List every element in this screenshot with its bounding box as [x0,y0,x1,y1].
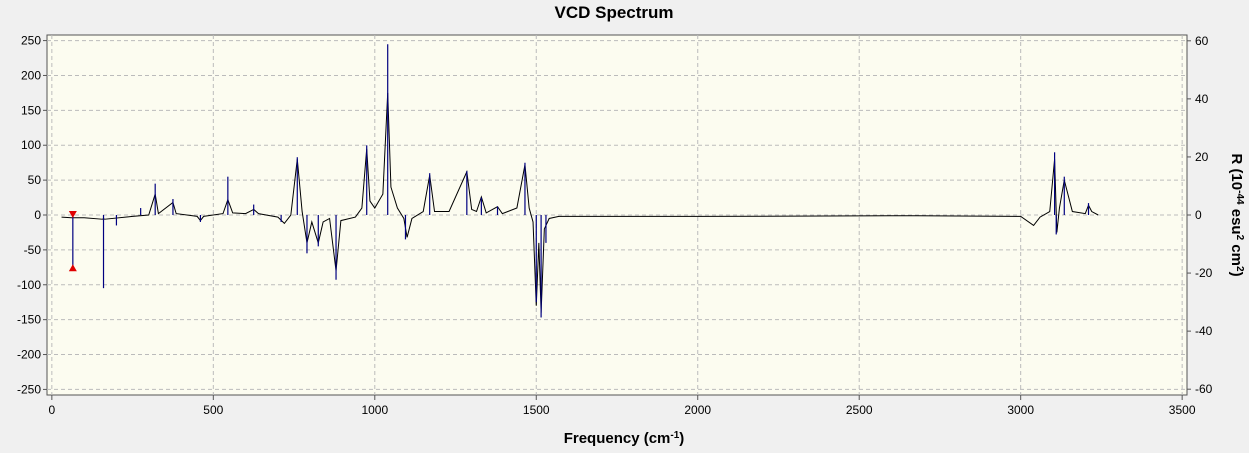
x-tick-label: 3500 [1169,403,1196,417]
y-tick-label: -100 [17,278,41,292]
y2-tick-label: -40 [1195,324,1213,338]
y2-tick-label: 20 [1195,150,1209,164]
label-part: 2 [1235,235,1246,241]
label-part: R (10 [1228,153,1245,190]
x-axis-label: Frequency (cm-1) [564,430,685,448]
x-tick-label: 2000 [684,403,711,417]
y2-tick-label: -60 [1195,382,1213,396]
chart-title: VCD Spectrum [554,3,673,22]
y2-axis-label: R (10-44 esu2 cm2) [1228,153,1246,276]
x-tick-label: 1000 [361,403,388,417]
label-part: -1 [670,430,679,441]
x-tick-label: 0 [49,403,56,417]
y-tick-label: -150 [17,313,41,327]
x-tick-label: 1500 [523,403,550,417]
y2-tick-label: 0 [1195,208,1202,222]
label-part: 2 [1235,266,1246,272]
highlight-marker [68,211,77,218]
spectrum-line [61,92,1099,313]
x-tick-label: 2500 [846,403,873,417]
label-part: -44 [1235,190,1246,205]
label-part: esu [1228,205,1245,235]
label-part: ) [1228,272,1245,277]
series-group [61,44,1099,318]
x-tick-label: 500 [203,403,223,417]
x-tick-label: 3000 [1007,403,1034,417]
y-tick-label: 200 [21,68,41,82]
y-tick-label: 250 [21,34,41,48]
y-tick-label: -50 [24,243,42,257]
y2-tick-label: 60 [1195,34,1209,48]
y-tick-label: 50 [28,173,42,187]
y-tick-label: 150 [21,103,41,117]
y2-tick-label: 40 [1195,92,1209,106]
y-tick-label: -200 [17,348,41,362]
y-tick-label: 0 [34,208,41,222]
label-part: ) [679,430,684,447]
highlight-marker [68,264,77,272]
label-part: cm [1228,240,1245,266]
y-tick-label: -250 [17,382,41,396]
y2-tick-label: -20 [1195,266,1213,280]
label-part: Frequency (cm [564,430,671,447]
y-tick-label: 100 [21,138,41,152]
